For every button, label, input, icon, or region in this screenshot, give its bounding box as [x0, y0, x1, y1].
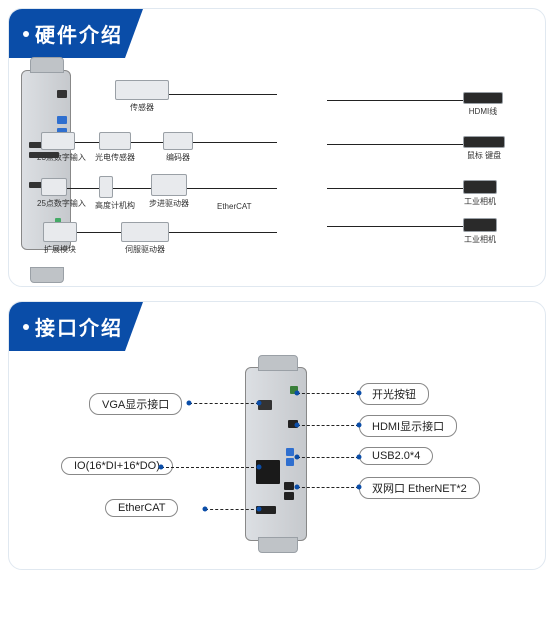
device-label: 伺服驱动器: [117, 244, 173, 255]
device-label: 传感器: [111, 102, 173, 113]
callout-right: USB2.0*4: [359, 447, 433, 465]
hardware-diagram: 传感器 23点数字输入 光电传感器 编码器 25点数字输入 高度计机构 步进驱动器扩展模块 伺…: [21, 70, 533, 270]
device-label: 工业相机: [459, 196, 501, 207]
left-device: [41, 132, 75, 150]
interface-panel: 接口介绍 VGA显示接口 IO(16*DI+16*DO) EtherCAT 开光按钮 H…: [8, 301, 546, 570]
device-label: 鼠标 键盘: [459, 150, 509, 161]
interface-body: VGA显示接口 IO(16*DI+16*DO) EtherCAT 开光按钮 HDMI显示…: [9, 351, 545, 569]
right-device: [463, 136, 505, 148]
left-device: [115, 80, 169, 100]
right-device: [463, 180, 497, 194]
right-device: [463, 92, 503, 104]
right-device: [463, 218, 497, 232]
device-label: 扩展模块: [39, 244, 81, 255]
left-device: [163, 132, 193, 150]
hardware-body: 传感器 23点数字输入 光电传感器 编码器 25点数字输入 高度计机构 步进驱动器扩展模块 伺…: [9, 58, 545, 286]
left-device: [99, 176, 113, 198]
device-label: HDMI线: [459, 106, 507, 117]
device-label: 23点数字输入: [37, 152, 79, 163]
callout-right: 双网口 EtherNET*2: [359, 477, 480, 499]
device-label: 高度计机构: [95, 200, 117, 211]
device-label: 工业相机: [459, 234, 501, 245]
left-device: [121, 222, 169, 242]
hardware-header: 硬件介绍: [9, 9, 143, 58]
left-device: [99, 132, 131, 150]
interface-diagram: VGA显示接口 IO(16*DI+16*DO) EtherCAT 开光按钮 HDMI显示…: [21, 363, 533, 553]
callout-right: HDMI显示接口: [359, 415, 457, 437]
left-device: [151, 174, 187, 196]
ethercat-label: EtherCAT: [217, 202, 252, 211]
device-label: 编码器: [159, 152, 197, 163]
callout-right: 开光按钮: [359, 383, 429, 405]
callout-left: VGA显示接口: [89, 393, 182, 415]
left-device: [41, 178, 67, 196]
callout-left: EtherCAT: [105, 499, 178, 517]
device-label: 25点数字输入: [37, 198, 71, 209]
left-device: [43, 222, 77, 242]
device-label: 光电传感器: [95, 152, 135, 163]
hardware-panel: 硬件介绍 传感器 23点数字输入 光电传感器 编码器 25点数字输入 高度计机构 步进驱动器…: [8, 8, 546, 287]
callout-left: IO(16*DI+16*DO): [61, 457, 173, 475]
interface-header: 接口介绍: [9, 302, 143, 351]
device-label: 步进驱动器: [147, 198, 191, 209]
